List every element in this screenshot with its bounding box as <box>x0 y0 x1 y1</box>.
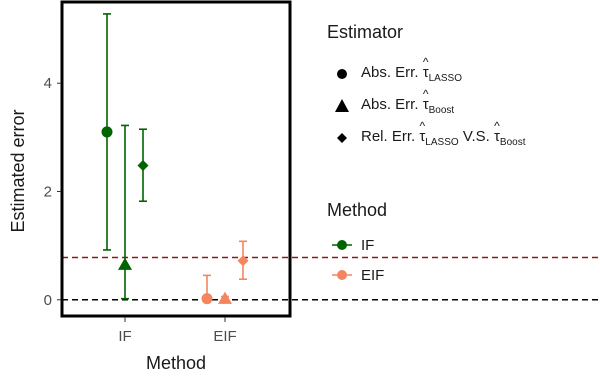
data-point-eif-abs-boost <box>218 291 232 304</box>
legend-item-label: Rel. Err. τLASSO V.S. τBoost <box>361 119 525 148</box>
plot-panel-border <box>60 0 292 318</box>
legend-estimator: Estimator <box>327 22 403 43</box>
data-point-eif-rel <box>237 255 249 267</box>
legend-estimator-title: Estimator <box>327 22 404 42</box>
legend-item-label: IF <box>361 236 375 254</box>
data-point-if-rel <box>137 159 149 171</box>
legend-item-eif: EIF <box>331 266 384 284</box>
legend-circle-icon <box>331 65 353 83</box>
legend-diamond-icon <box>331 129 353 147</box>
legend-item-label: EIF <box>361 266 385 284</box>
data-point-eif-abs-lasso <box>201 293 213 305</box>
legend-item-if: IF <box>331 236 374 254</box>
legend-item-label: Abs. Err. τBoost <box>361 87 454 116</box>
x-axis-title: Method <box>146 353 206 373</box>
legend-line-point-icon <box>331 266 353 284</box>
legend-item-label: Abs. Err. τLASSO <box>361 55 462 84</box>
data-point-if-abs-boost <box>118 257 132 270</box>
y-tick-label: 2 <box>44 183 52 200</box>
data-point-if-abs-lasso <box>101 126 113 138</box>
legend-triangle-icon <box>331 97 353 115</box>
x-tick-label: EIF <box>213 328 236 345</box>
legend-item-abs-lasso: Abs. Err. τLASSO <box>331 55 462 84</box>
y-tick-label: 4 <box>44 75 52 92</box>
y-axis-title: Estimated error <box>8 109 28 232</box>
legend-item-abs-boost: Abs. Err. τBoost <box>331 87 454 116</box>
legend-method: Method <box>327 200 387 221</box>
legend-line-point-icon <box>331 236 353 254</box>
legend-item-rel: Rel. Err. τLASSO V.S. τBoost <box>331 119 525 148</box>
legend-method-title: Method <box>327 200 388 220</box>
y-tick-label: 0 <box>44 292 52 309</box>
x-tick-label: IF <box>118 328 131 345</box>
